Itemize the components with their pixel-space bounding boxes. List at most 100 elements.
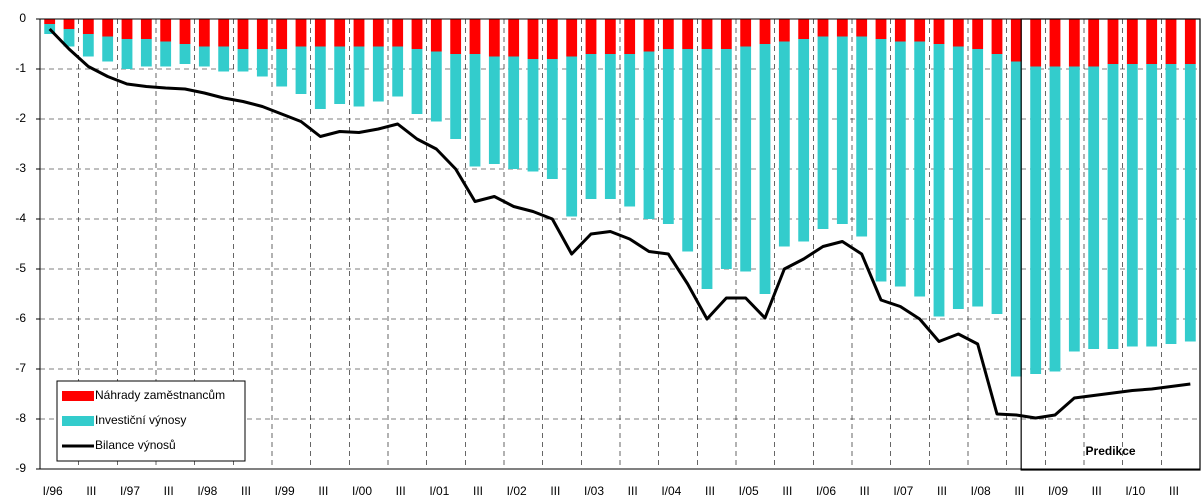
bar (798, 39, 810, 242)
y-tick-label: -6 (15, 311, 26, 325)
x-tick-label: I/98 (197, 484, 217, 498)
bar (952, 19, 964, 47)
x-tick-label: III (1169, 484, 1179, 498)
bar (372, 46, 384, 102)
bar (1068, 66, 1080, 352)
x-tick-label: I/10 (1125, 484, 1145, 498)
prediction-box (1020, 18, 1201, 471)
bar (585, 54, 597, 199)
annotation: Predikce (1086, 444, 1136, 458)
y-tick-label: -1 (15, 61, 26, 75)
bar (1126, 19, 1138, 64)
x-tick-label: III (782, 484, 792, 498)
x-tick-label: III (241, 484, 251, 498)
bar (1049, 66, 1061, 372)
x-tick-label: I/01 (429, 484, 449, 498)
bar (778, 19, 790, 42)
bar (798, 19, 810, 39)
bar (411, 49, 423, 114)
y-tick-label: -2 (15, 111, 26, 125)
bar (740, 46, 752, 272)
bar (469, 19, 481, 54)
bar (817, 36, 829, 229)
bar (991, 54, 1003, 314)
x-tick-label: III (396, 484, 406, 498)
bar (82, 19, 94, 34)
bar (1088, 19, 1100, 67)
bar (63, 29, 75, 47)
y-tick-label: -9 (15, 461, 26, 475)
bar (856, 36, 868, 237)
bar (1165, 19, 1177, 64)
bar (469, 54, 481, 167)
bar (218, 46, 230, 72)
bar (1126, 64, 1138, 347)
bar (179, 19, 191, 44)
bar (314, 46, 326, 109)
x-tick-label: III (473, 484, 483, 498)
bar (1146, 64, 1158, 347)
bar (643, 51, 655, 219)
line (48, 27, 1191, 420)
bar (430, 51, 442, 122)
bar (759, 44, 771, 294)
bar (991, 19, 1003, 54)
bar (1184, 19, 1196, 64)
x-tick-label: I/03 (584, 484, 604, 498)
bar (450, 54, 462, 139)
bar (1030, 66, 1042, 374)
bar (372, 19, 384, 47)
bar (1146, 19, 1158, 64)
bar (701, 49, 713, 289)
x-tick-label: I/02 (507, 484, 527, 498)
x-tick-label: I/06 (816, 484, 836, 498)
legend-swatch (62, 391, 94, 401)
bar (662, 49, 674, 224)
bar (392, 46, 404, 97)
bar (682, 19, 694, 49)
bar (624, 19, 636, 54)
bar (778, 41, 790, 247)
bar (759, 19, 771, 44)
bar (256, 49, 268, 77)
x-tick-label: I/09 (1048, 484, 1068, 498)
bar (1010, 61, 1022, 377)
bar (836, 36, 848, 224)
bar (276, 49, 288, 87)
x-tick-label: III (550, 484, 560, 498)
bar (1088, 66, 1100, 349)
bar (140, 39, 152, 67)
x-tick-label: III (318, 484, 328, 498)
bar (488, 19, 500, 57)
bar (218, 19, 230, 47)
bar (720, 49, 732, 269)
bar (894, 19, 906, 42)
bar (662, 19, 674, 49)
bar (624, 54, 636, 207)
bar (720, 19, 732, 49)
bar (334, 19, 346, 47)
bar (566, 19, 578, 57)
bar (682, 49, 694, 252)
bar (1049, 19, 1061, 67)
bar (546, 19, 558, 59)
x-tick-label: III (628, 484, 638, 498)
bar (875, 19, 887, 39)
bar (817, 19, 829, 37)
x-tick-label: III (705, 484, 715, 498)
bar (914, 41, 926, 297)
bar (237, 49, 249, 72)
bar (933, 44, 945, 317)
legend-swatch (62, 416, 94, 426)
bar (527, 19, 539, 59)
bar (314, 19, 326, 47)
bar (585, 19, 597, 54)
legend-label: Bilance výnosů (95, 438, 176, 452)
bar (121, 19, 133, 39)
x-tick-label: I/07 (893, 484, 913, 498)
bar (894, 41, 906, 287)
bar (353, 19, 365, 47)
bar (527, 59, 539, 172)
bar (102, 36, 114, 62)
